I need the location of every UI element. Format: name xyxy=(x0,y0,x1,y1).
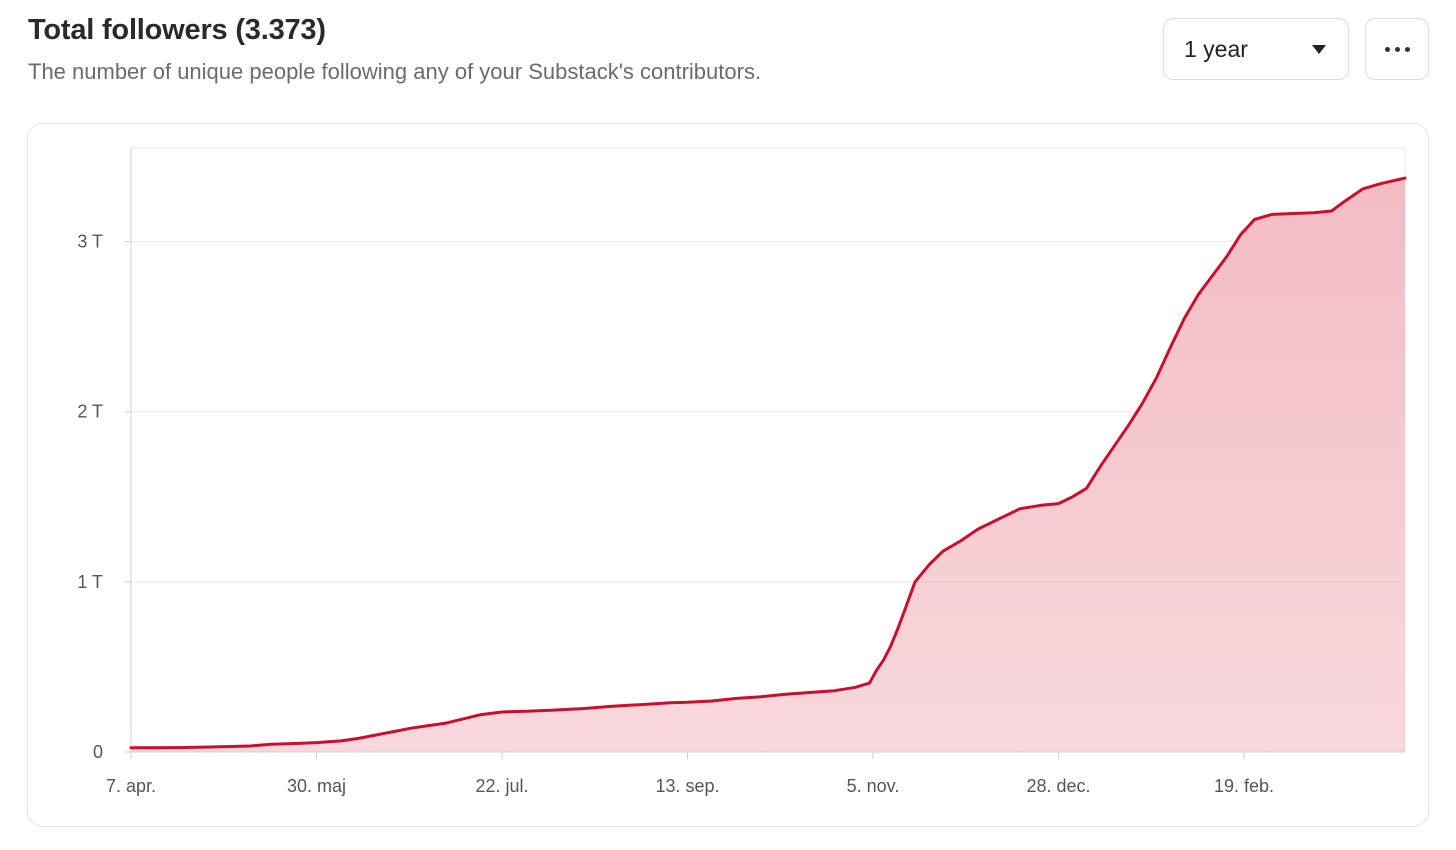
followers-area xyxy=(131,178,1405,753)
more-horizontal-icon xyxy=(1384,46,1390,52)
x-tick-label: 5. nov. xyxy=(847,776,900,796)
followers-line xyxy=(129,176,1407,750)
chart-header: Total followers (3.373) The number of un… xyxy=(28,14,761,85)
caret-down-icon xyxy=(1312,44,1326,54)
x-tick-label: 19. feb. xyxy=(1214,776,1274,796)
time-range-label: 1 year xyxy=(1184,35,1248,62)
y-tick-label: 3 T xyxy=(77,232,103,252)
more-horizontal-icon-dot xyxy=(1394,46,1400,52)
x-tick-label: 30. maj xyxy=(287,776,346,796)
time-range-dropdown[interactable]: 1 year xyxy=(1163,18,1349,80)
x-tick-label: 7. apr. xyxy=(106,776,156,796)
x-tick-label: 28. dec. xyxy=(1026,776,1090,796)
x-tick-label: 13. sep. xyxy=(655,776,719,796)
page-title: Total followers (3.373) xyxy=(28,14,326,46)
more-horizontal-icon-dot xyxy=(1404,46,1410,52)
more-options-button[interactable] xyxy=(1365,18,1429,80)
y-tick-label: 0 xyxy=(93,742,103,762)
page-subtitle: The number of unique people following an… xyxy=(28,59,762,84)
followers-area-chart: 0 1 T 2 T 3 T 7. apr. 30. maj 22. jul. 13. sep.… xyxy=(77,147,1407,796)
chart-card: 0 1 T 2 T 3 T 7. apr. 30. maj 22. jul. 13. sep.… xyxy=(27,123,1429,827)
y-tick-label: 2 T xyxy=(77,402,103,422)
x-tick-label: 22. jul. xyxy=(475,776,528,796)
y-tick-label: 1 T xyxy=(77,572,103,592)
